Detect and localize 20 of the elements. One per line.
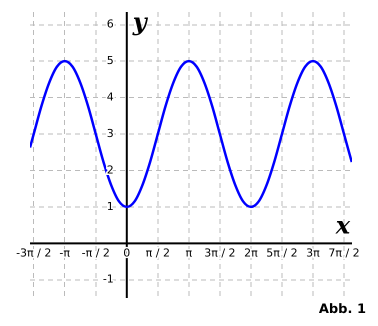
- x-axis-title: x: [334, 210, 351, 240]
- y-tick-label: 2: [106, 163, 114, 176]
- y-tick-label: 4: [106, 90, 114, 104]
- y-axis-title: y: [132, 7, 149, 36]
- x-tick-label: 3π: [306, 246, 320, 260]
- y-tick-label: -1: [102, 272, 114, 286]
- x-tick-label: π: [186, 246, 193, 260]
- x-tick-label: -π: [59, 246, 70, 260]
- x-tick-label: -3π / 2: [16, 246, 52, 260]
- y-tick-label: 5: [106, 54, 114, 68]
- x-tick-label: 7π / 2: [328, 246, 360, 260]
- x-tick-label: 2π: [244, 246, 258, 260]
- y-tick-label: 1: [106, 200, 114, 213]
- y-tick-label: 6: [106, 18, 114, 31]
- y-tick-label: 3: [106, 126, 114, 140]
- x-tick-label: 3π / 2: [204, 246, 236, 260]
- x-tick-label: -π / 2: [82, 246, 110, 260]
- x-tick-label: π / 2: [146, 246, 170, 260]
- caption: Abb. 1: [318, 302, 366, 317]
- x-tick-label: 5π / 2: [266, 246, 298, 260]
